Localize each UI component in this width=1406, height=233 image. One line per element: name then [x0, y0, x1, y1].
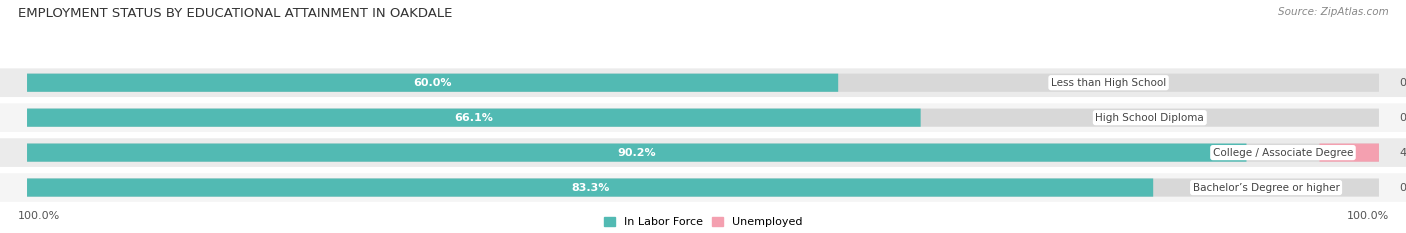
- Text: High School Diploma: High School Diploma: [1095, 113, 1204, 123]
- Text: Less than High School: Less than High School: [1050, 78, 1166, 88]
- FancyBboxPatch shape: [27, 178, 1379, 197]
- FancyBboxPatch shape: [27, 144, 1379, 162]
- FancyBboxPatch shape: [27, 109, 921, 127]
- Text: 66.1%: 66.1%: [454, 113, 494, 123]
- Text: 4.4%: 4.4%: [1399, 148, 1406, 158]
- FancyBboxPatch shape: [27, 74, 1379, 92]
- Text: EMPLOYMENT STATUS BY EDUCATIONAL ATTAINMENT IN OAKDALE: EMPLOYMENT STATUS BY EDUCATIONAL ATTAINM…: [18, 7, 453, 20]
- Text: 0.0%: 0.0%: [1399, 78, 1406, 88]
- FancyBboxPatch shape: [27, 74, 838, 92]
- Text: 0.0%: 0.0%: [1399, 113, 1406, 123]
- Text: Source: ZipAtlas.com: Source: ZipAtlas.com: [1278, 7, 1389, 17]
- Text: Bachelor’s Degree or higher: Bachelor’s Degree or higher: [1192, 183, 1340, 192]
- FancyBboxPatch shape: [0, 68, 1406, 97]
- Legend: In Labor Force, Unemployed: In Labor Force, Unemployed: [603, 217, 803, 227]
- Text: 60.0%: 60.0%: [413, 78, 451, 88]
- FancyBboxPatch shape: [27, 144, 1247, 162]
- Text: 0.0%: 0.0%: [1399, 183, 1406, 192]
- Text: 100.0%: 100.0%: [1347, 211, 1389, 221]
- Text: 83.3%: 83.3%: [571, 183, 609, 192]
- Text: 100.0%: 100.0%: [18, 211, 60, 221]
- FancyBboxPatch shape: [0, 103, 1406, 132]
- FancyBboxPatch shape: [27, 178, 1153, 197]
- FancyBboxPatch shape: [0, 138, 1406, 167]
- Text: College / Associate Degree: College / Associate Degree: [1213, 148, 1353, 158]
- FancyBboxPatch shape: [1319, 144, 1379, 162]
- Text: 90.2%: 90.2%: [617, 148, 657, 158]
- FancyBboxPatch shape: [27, 109, 1379, 127]
- FancyBboxPatch shape: [0, 173, 1406, 202]
